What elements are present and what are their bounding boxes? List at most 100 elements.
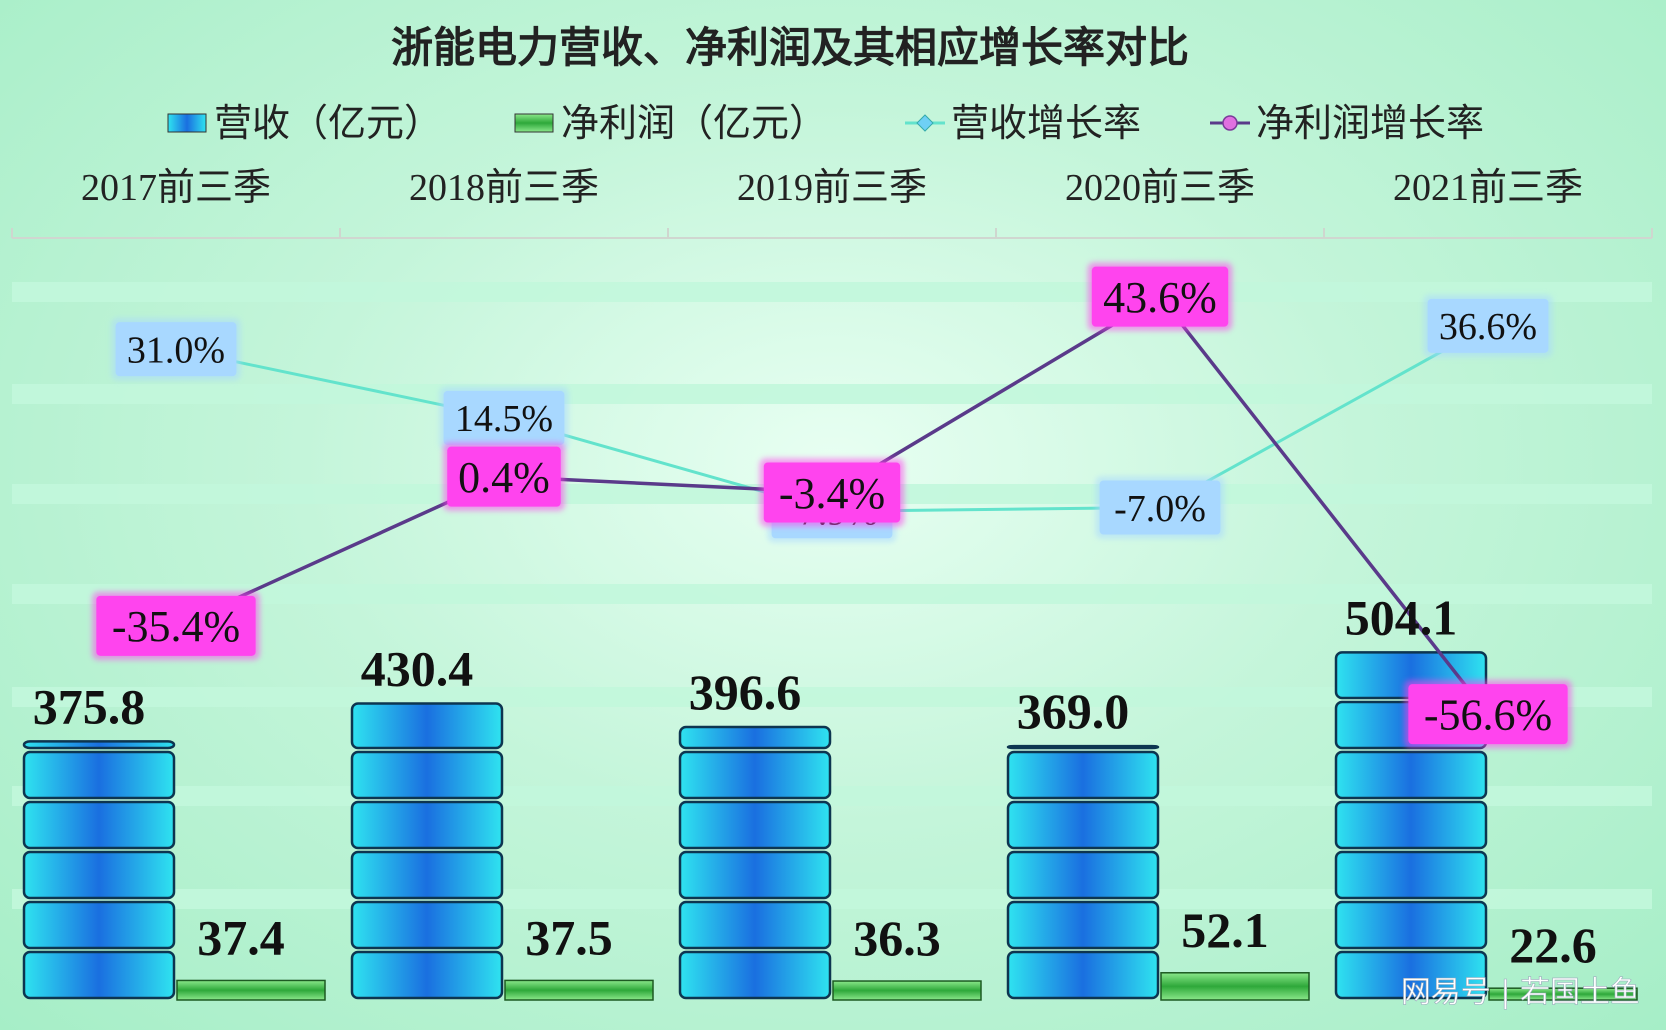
revenue-rate-label-0: 31.0%: [111, 318, 241, 381]
profit-rate-label-2: -3.4%: [759, 458, 905, 527]
revenue-rate-label-4: 36.6%: [1423, 294, 1553, 357]
revenue-bar-3-segment-3: [1006, 800, 1160, 850]
revenue-value-label-4: 504.1: [1345, 589, 1458, 645]
revenue-bar-3-segment-0: [1006, 950, 1160, 1000]
rate-label-text: 14.5%: [455, 398, 553, 440]
revenue-bar-3-segment-4: [1006, 750, 1160, 800]
revenue-bar-2-segment-0: [678, 950, 832, 1000]
profit-value-label-1: 37.5: [525, 909, 613, 965]
profit-bar-4: [1488, 987, 1638, 1001]
revenue-bar-1-segment-3: [350, 800, 504, 850]
rate-label-box: [115, 322, 237, 377]
category-label-4: 2021前三季: [1393, 167, 1583, 209]
rate-label-box: [1408, 684, 1568, 745]
revenue-bar-1-segment-5: [350, 702, 504, 750]
revenue-bar-0: [22, 740, 176, 1000]
revenue-bar-0-segment-1: [22, 900, 176, 950]
revenue-rate-label-1: 14.5%: [439, 386, 569, 449]
profit-value-label-2: 36.3: [853, 910, 941, 966]
rate-label-box: [1099, 480, 1221, 535]
legend-label-1: 净利润（亿元）: [561, 101, 827, 145]
legend-item-1: 净利润（亿元）: [514, 101, 827, 145]
rate-label-text: -35.4%: [112, 602, 240, 651]
revenue-bar-4-segment-4: [1334, 750, 1488, 800]
category-label-3: 2020前三季: [1065, 167, 1255, 209]
legend-label-0: 营收（亿元）: [214, 101, 442, 145]
rate-label-box: [1091, 266, 1229, 327]
revenue-bar-0-segment-4: [22, 750, 176, 800]
legend-label-2: 营收增长率: [951, 101, 1141, 145]
category-axis: 2017前三季 2018前三季 2019前三季 2020前三季 2021前三季: [11, 167, 1653, 239]
legend-item-0: 营收（亿元）: [167, 101, 442, 145]
rate-label-text: 0.4%: [458, 453, 550, 502]
legend-swatch-1: [514, 113, 554, 133]
rate-label-text: -7.0%: [1114, 488, 1206, 530]
rate-label-text: -56.6%: [1424, 691, 1552, 740]
revenue-bar-1-segment-0: [350, 950, 504, 1000]
revenue-bar-1-segment-4: [350, 750, 504, 800]
profit-value-label-4: 22.6: [1509, 917, 1597, 973]
revenue-bar-0-segment-3: [22, 800, 176, 850]
profit-rate-label-0: -35.4%: [92, 591, 260, 660]
legend-marker-circle: [1222, 115, 1238, 131]
profit-bar-3: [1160, 972, 1310, 1001]
revenue-value-label-2: 396.6: [689, 664, 802, 720]
revenue-bar-2-segment-5: [678, 725, 832, 750]
profit-value-label-0: 37.4: [197, 909, 285, 965]
revenue-bar-1-segment-1: [350, 900, 504, 950]
revenue-bar-2-segment-4: [678, 750, 832, 800]
stripe-4: [12, 687, 1652, 707]
category-label-2: 2019前三季: [737, 167, 927, 209]
profit-bar-1: [504, 979, 654, 1001]
revenue-bar-2-segment-3: [678, 800, 832, 850]
category-label-0: 2017前三季: [81, 167, 271, 209]
legend-swatch-0: [167, 113, 207, 133]
profit-rate-label-1: 0.4%: [443, 442, 565, 511]
rate-label-box: [443, 390, 565, 445]
rate-label-text: 31.0%: [127, 329, 225, 371]
category-label-1: 2018前三季: [409, 167, 599, 209]
revenue-value-label-0: 375.8: [33, 678, 146, 734]
watermark: 网易号 | 若国土鱼: [1401, 975, 1640, 1010]
revenue-rate-label-3: -7.0%: [1095, 476, 1225, 539]
legend-label-3: 净利润增长率: [1256, 101, 1484, 145]
profit-bar-0: [176, 979, 326, 1001]
revenue-bar-2-segment-2: [678, 850, 832, 900]
profit-value-label-3: 52.1: [1181, 902, 1269, 958]
revenue-bar-0-segment-5: [22, 740, 176, 750]
profit-rate-label-3: 43.6%: [1087, 262, 1233, 331]
revenue-bar-3-segment-5: [1006, 744, 1160, 750]
legend: 营收（亿元） 净利润（亿元） 营收增长率 净利润增长率: [167, 101, 1484, 145]
revenue-bar-3-segment-2: [1006, 850, 1160, 900]
revenue-bar-2: [678, 725, 832, 1000]
profit-rate-label-4: -56.6%: [1404, 680, 1572, 749]
rate-label-box: [763, 462, 901, 523]
stripe-1: [12, 384, 1652, 404]
revenue-value-label-3: 369.0: [1017, 683, 1130, 739]
stripe-0: [12, 282, 1652, 302]
rate-label-box: [447, 446, 561, 507]
revenue-bar-2-segment-1: [678, 900, 832, 950]
chart-title: 浙能电力营收、净利润及其相应增长率对比: [391, 23, 1189, 72]
legend-item-2: 营收增长率: [905, 101, 1141, 145]
profit-bar-2: [832, 980, 982, 1001]
revenue-bar-3-segment-1: [1006, 900, 1160, 950]
revenue-bar-4-segment-1: [1334, 900, 1488, 950]
revenue-bar-0-segment-0: [22, 950, 176, 1000]
legend-item-3: 净利润增长率: [1210, 101, 1484, 145]
revenue-bar-3: [1006, 744, 1160, 1000]
stripe-3: [12, 584, 1652, 604]
revenue-value-label-1: 430.4: [361, 641, 474, 697]
rate-label-box: [1427, 298, 1549, 353]
rate-label-box: [96, 595, 256, 656]
rate-label-text: 43.6%: [1103, 273, 1217, 322]
revenue-bar-4-segment-0: [1334, 950, 1488, 1000]
revenue-bar-0-segment-2: [22, 850, 176, 900]
rate-label-text: -3.4%: [779, 469, 885, 518]
bar-value-labels: 375.8 37.4 430.4 37.5 396.6 36.3 369.0 52.1 504.…: [33, 589, 1597, 973]
revenue-bar-1-segment-2: [350, 850, 504, 900]
legend-marker-diamond: [916, 114, 934, 132]
rate-value-labels: 31.0%14.5%-7.9%-7.0%36.6%-35.4%0.4%-3.4%…: [92, 262, 1572, 749]
revenue-bar-1: [350, 702, 504, 1000]
